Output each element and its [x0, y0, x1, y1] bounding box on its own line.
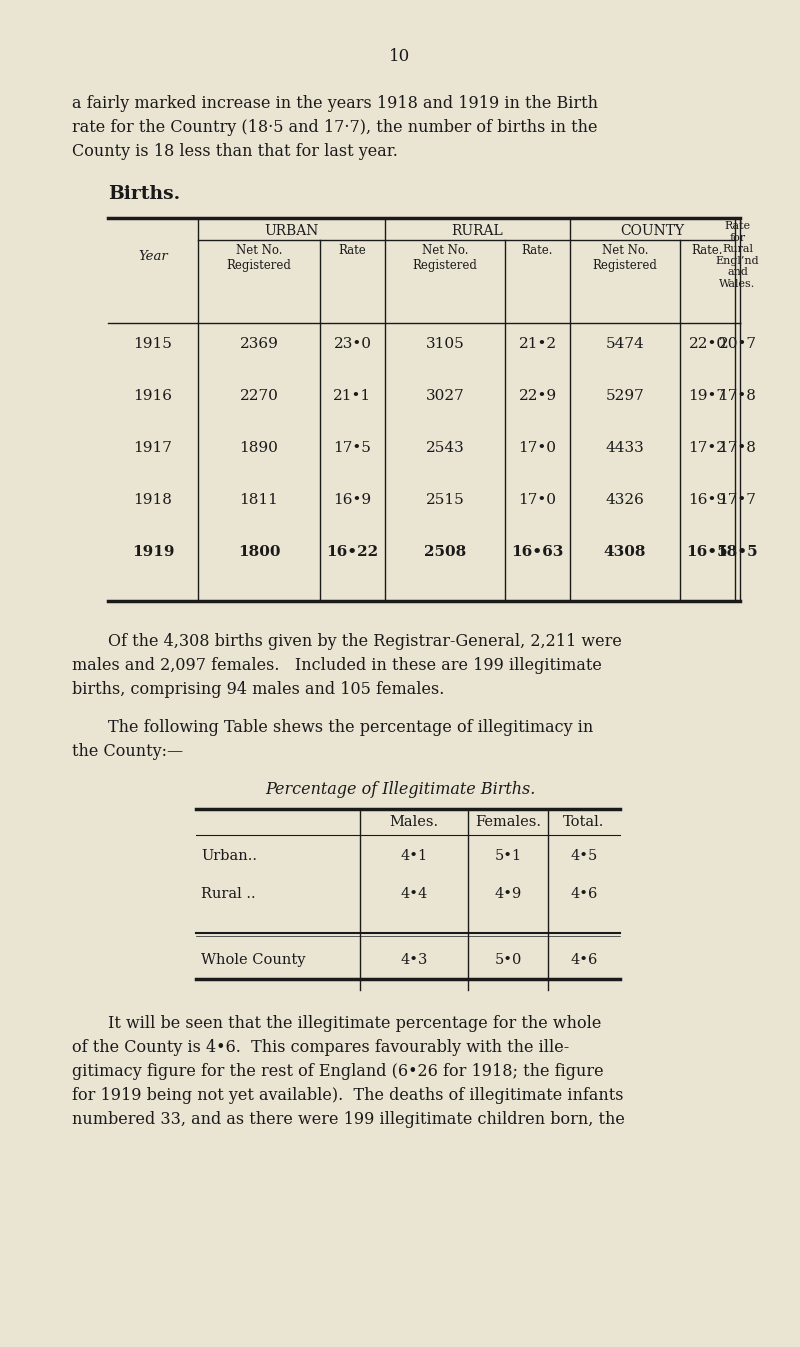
Text: of the County is 4•6.  This compares favourably with the ille-: of the County is 4•6. This compares favo… [72, 1039, 570, 1056]
Text: 22•0: 22•0 [689, 337, 726, 352]
Text: 2508: 2508 [424, 546, 466, 559]
Text: Total.: Total. [563, 815, 605, 828]
Text: 5•1: 5•1 [494, 849, 522, 863]
Text: Rate: Rate [338, 244, 366, 257]
Text: 4•6: 4•6 [570, 952, 598, 967]
Text: 5297: 5297 [606, 389, 644, 403]
Text: 4308: 4308 [604, 546, 646, 559]
Text: 3105: 3105 [426, 337, 464, 352]
Text: County is 18 less than that for last year.: County is 18 less than that for last yea… [72, 143, 398, 160]
Text: 3027: 3027 [426, 389, 464, 403]
Text: 2515: 2515 [426, 493, 464, 506]
Text: 18•5: 18•5 [717, 546, 758, 559]
Text: 4•4: 4•4 [400, 888, 428, 901]
Text: 4•5: 4•5 [570, 849, 598, 863]
Text: Net No.
Registered: Net No. Registered [593, 244, 658, 272]
Text: 1919: 1919 [132, 546, 174, 559]
Text: 16•5: 16•5 [686, 546, 728, 559]
Text: Males.: Males. [390, 815, 438, 828]
Text: 5•0: 5•0 [494, 952, 522, 967]
Text: 1811: 1811 [239, 493, 278, 506]
Text: RURAL: RURAL [452, 224, 503, 238]
Text: 16•9: 16•9 [334, 493, 371, 506]
Text: Net No.
Registered: Net No. Registered [413, 244, 478, 272]
Text: Births.: Births. [108, 185, 180, 203]
Text: Year: Year [138, 251, 168, 263]
Text: COUNTY: COUNTY [621, 224, 685, 238]
Text: the County:—: the County:— [72, 744, 183, 760]
Text: Of the 4,308 births given by the Registrar-General, 2,211 were: Of the 4,308 births given by the Registr… [108, 633, 622, 651]
Text: 4•9: 4•9 [494, 888, 522, 901]
Text: Rate.: Rate. [522, 244, 554, 257]
Text: Net No.
Registered: Net No. Registered [226, 244, 291, 272]
Text: 17•7: 17•7 [718, 493, 757, 506]
Text: 2543: 2543 [426, 440, 464, 455]
Text: 17•8: 17•8 [718, 389, 757, 403]
Text: males and 2,097 females.   Included in these are 199 illegitimate: males and 2,097 females. Included in the… [72, 657, 602, 674]
Text: 20•7: 20•7 [718, 337, 757, 352]
Text: 1916: 1916 [134, 389, 173, 403]
Text: 21•1: 21•1 [334, 389, 371, 403]
Text: 1915: 1915 [134, 337, 173, 352]
Text: rate for the Country (18·5 and 17·7), the number of births in the: rate for the Country (18·5 and 17·7), th… [72, 119, 598, 136]
Text: 19•7: 19•7 [689, 389, 726, 403]
Text: 1918: 1918 [134, 493, 173, 506]
Text: 16•63: 16•63 [511, 546, 564, 559]
Text: 21•2: 21•2 [518, 337, 557, 352]
Text: 16•9: 16•9 [689, 493, 726, 506]
Text: 4433: 4433 [606, 440, 644, 455]
Text: 5474: 5474 [606, 337, 644, 352]
Text: Urban..: Urban.. [201, 849, 257, 863]
Text: 10: 10 [390, 48, 410, 65]
Text: 4•1: 4•1 [401, 849, 427, 863]
Text: 17•0: 17•0 [518, 493, 557, 506]
Text: births, comprising 94 males and 105 females.: births, comprising 94 males and 105 fema… [72, 682, 444, 698]
Text: gitimacy figure for the rest of England (6•26 for 1918; the figure: gitimacy figure for the rest of England … [72, 1063, 604, 1080]
Text: 23•0: 23•0 [334, 337, 371, 352]
Text: 4326: 4326 [606, 493, 645, 506]
Text: 17•2: 17•2 [689, 440, 726, 455]
Text: Rate
for
Rural
Engl’nd
and
Wales.: Rate for Rural Engl’nd and Wales. [716, 221, 759, 290]
Text: 17•8: 17•8 [718, 440, 757, 455]
Text: Rate.: Rate. [692, 244, 723, 257]
Text: 1917: 1917 [134, 440, 173, 455]
Text: It will be seen that the illegitimate percentage for the whole: It will be seen that the illegitimate pe… [108, 1016, 602, 1032]
Text: 4•6: 4•6 [570, 888, 598, 901]
Text: The following Table shews the percentage of illegitimacy in: The following Table shews the percentage… [108, 719, 594, 735]
Text: 2270: 2270 [239, 389, 278, 403]
Text: a fairly marked increase in the years 1918 and 1919 in the Birth: a fairly marked increase in the years 19… [72, 96, 598, 112]
Text: Rural ..: Rural .. [201, 888, 256, 901]
Text: URBAN: URBAN [264, 224, 318, 238]
Text: Percentage of Illegitimate Births.: Percentage of Illegitimate Births. [265, 781, 535, 797]
Text: 2369: 2369 [239, 337, 278, 352]
Text: Females.: Females. [475, 815, 541, 828]
Text: 17•5: 17•5 [334, 440, 371, 455]
Text: numbered 33, and as there were 199 illegitimate children born, the: numbered 33, and as there were 199 illeg… [72, 1111, 625, 1127]
Text: 16•22: 16•22 [326, 546, 378, 559]
Text: for 1919 being not yet available).  The deaths of illegitimate infants: for 1919 being not yet available). The d… [72, 1087, 623, 1105]
Text: 22•9: 22•9 [518, 389, 557, 403]
Text: 1800: 1800 [238, 546, 280, 559]
Text: 4•3: 4•3 [400, 952, 428, 967]
Text: 1890: 1890 [239, 440, 278, 455]
Text: 17•0: 17•0 [518, 440, 557, 455]
Text: Whole County: Whole County [201, 952, 306, 967]
